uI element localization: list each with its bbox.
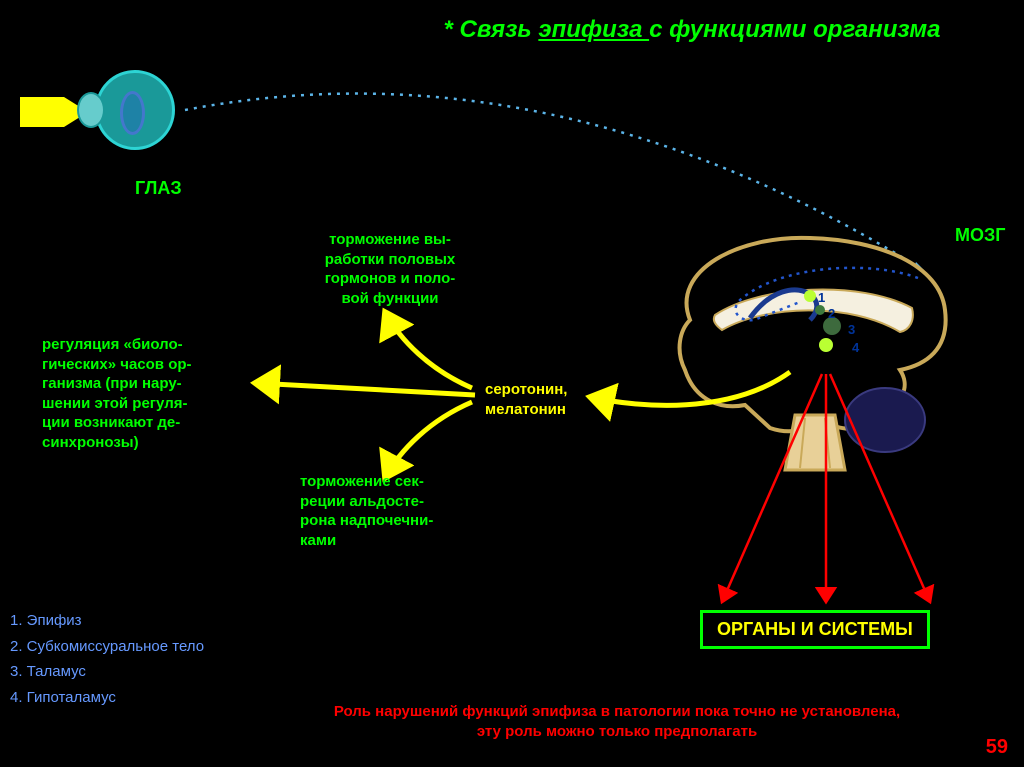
serotonin-melatonin-label: серотонин, мелатонин bbox=[485, 380, 567, 419]
legend-item-4: 4. Гипоталамус bbox=[10, 685, 204, 711]
brain-num-4: 4 bbox=[852, 340, 859, 355]
eye-icon bbox=[95, 70, 175, 150]
title-prefix: * Связь bbox=[444, 16, 539, 43]
footnote-text: Роль нарушений функций эпифиза в патолог… bbox=[270, 702, 964, 741]
legend-item-3: 3. Таламус bbox=[10, 659, 204, 685]
brain-num-3: 3 bbox=[848, 322, 855, 337]
text-biological-clock: регуляция «биоло- гических» часов ор- га… bbox=[42, 335, 242, 452]
legend-list: 1. Эпифиз 2. Субкомиссуральное тело 3. Т… bbox=[10, 608, 204, 710]
organs-systems-box: ОРГАНЫ И СИСТЕМЫ bbox=[700, 610, 930, 649]
title-suffix: с функциями организма bbox=[649, 16, 940, 43]
eye-label: ГЛАЗ bbox=[135, 178, 182, 199]
eye-iris bbox=[120, 91, 145, 135]
slide-number: 59 bbox=[986, 736, 1008, 759]
title-underlined: эпифиза bbox=[538, 16, 649, 43]
brain-num-2: 2 bbox=[828, 306, 835, 321]
brain-num-1: 1 bbox=[818, 290, 825, 305]
text-inhibit-sex-hormones: торможение вы- работки половых гормонов … bbox=[300, 230, 480, 308]
text-inhibit-aldosterone: торможение сек- реции альдосте- рона над… bbox=[300, 472, 470, 550]
eye-body bbox=[95, 70, 175, 150]
legend-item-2: 2. Субкомиссуральное тело bbox=[10, 634, 204, 660]
slide-title: * Связь эпифиза с функциями организма bbox=[420, 16, 964, 44]
legend-item-1: 1. Эпифиз bbox=[10, 608, 204, 634]
brain-icon bbox=[650, 230, 970, 490]
eye-cornea bbox=[77, 92, 105, 128]
